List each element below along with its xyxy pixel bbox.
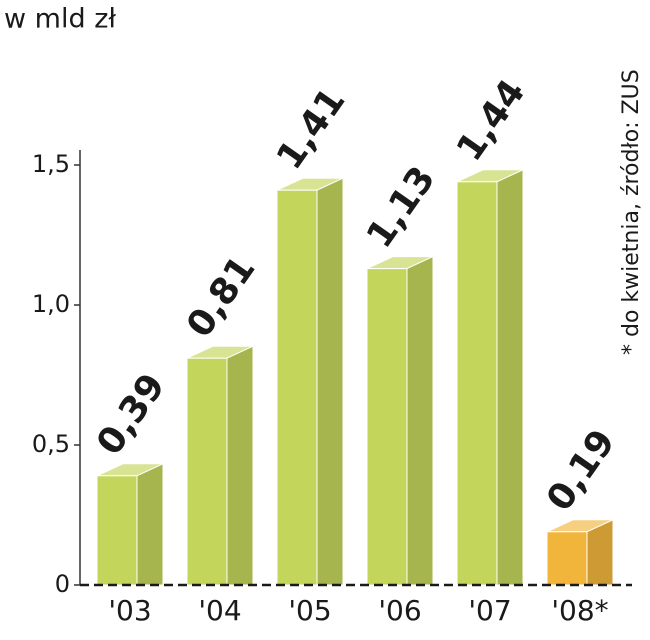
value-label: 1,44 <box>449 72 534 168</box>
bar-side <box>316 177 344 586</box>
y-tick-label: 1,5 <box>32 150 70 178</box>
x-tick-label: '05 <box>288 594 331 627</box>
x-tick-label: '03 <box>108 594 151 627</box>
source-note: * do kwietnia, źródło: ZUS <box>619 69 644 355</box>
y-tick-label: 0,5 <box>32 430 70 458</box>
bar-side <box>586 519 614 586</box>
bar <box>276 189 318 586</box>
x-tick-label: '04 <box>198 594 241 627</box>
x-tick-label: '06 <box>378 594 421 627</box>
x-tick-label: '08* <box>551 594 608 627</box>
bar-side <box>136 463 164 586</box>
value-label: 0,39 <box>89 366 174 462</box>
bar <box>456 181 498 586</box>
value-label: 0,19 <box>539 422 624 518</box>
bar <box>546 531 588 586</box>
bar-side <box>226 345 254 586</box>
value-label: 1,13 <box>359 159 444 255</box>
value-label: 1,41 <box>269 81 354 177</box>
bar <box>96 475 138 586</box>
chart-title: w mld zł <box>4 4 116 35</box>
value-label: 0,81 <box>179 249 264 345</box>
bar-side <box>406 255 434 586</box>
y-tick-label: 1,0 <box>32 290 70 318</box>
x-tick-label: '07 <box>468 594 511 627</box>
bar <box>366 268 408 586</box>
y-tick-label: 0 <box>55 570 70 598</box>
bar <box>186 357 228 586</box>
bar-side <box>496 169 524 586</box>
